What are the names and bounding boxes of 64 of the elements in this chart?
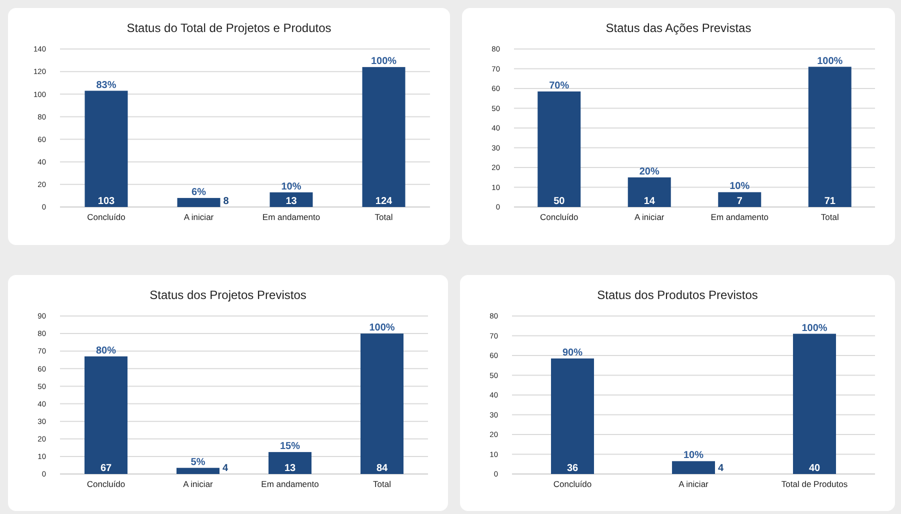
x-tick-label: Concluído [553, 479, 592, 489]
annotation: 4 [222, 463, 228, 474]
annotation: 20% [639, 166, 660, 178]
data-label: 124 [375, 196, 393, 207]
x-tick-label: A iniciar [183, 479, 214, 489]
annotation: 100% [802, 322, 828, 334]
bar [538, 91, 581, 207]
bar [84, 356, 128, 474]
x-tick-label: Concluído [87, 212, 126, 222]
annotation: 70% [549, 80, 570, 92]
bar [672, 461, 715, 474]
bar [360, 334, 404, 474]
bar [84, 90, 128, 207]
x-tick-label: Total [820, 212, 839, 222]
annotation: 80% [96, 345, 116, 356]
x-tick-label: Total [373, 479, 392, 489]
bar [362, 67, 406, 207]
bar [808, 66, 852, 207]
bar [176, 468, 220, 474]
bar [718, 192, 762, 207]
bar [551, 358, 594, 474]
bar [628, 177, 671, 207]
chart-title: Status dos Projetos Previstos [150, 288, 306, 302]
annotation: 5% [190, 456, 206, 468]
annotation: 36 [566, 463, 578, 474]
annotation: 100% [369, 322, 395, 334]
annotation: 50 [554, 196, 566, 207]
x-tick-label: A iniciar [184, 212, 214, 222]
x-tick-label: Concluído [540, 212, 579, 222]
annotation: 100% [370, 56, 397, 68]
data-label: 8 [223, 196, 230, 207]
chart-title: Status das Ações Previstas [606, 21, 752, 35]
annotation: 40 [808, 463, 820, 474]
annotation: 10% [281, 181, 302, 192]
annotation: 100% [817, 56, 843, 67]
x-tick-label: Total de Produtos [781, 479, 848, 489]
annotation: 67 [100, 463, 112, 474]
annotation: 15% [280, 441, 300, 452]
annotation: 13 [284, 463, 296, 474]
chart-title: Status do Total de Projetos e Produtos [126, 21, 332, 35]
data-label: 103 [98, 196, 116, 207]
annotation: 84 [376, 463, 388, 474]
annotation: 90% [562, 347, 583, 358]
x-tick-label: Em andamento [262, 212, 320, 222]
annotation: 6% [192, 186, 206, 198]
data-label: 13 [286, 196, 298, 207]
annotation: 71 [824, 196, 836, 207]
annotation: 7 [736, 196, 743, 207]
x-tick-label: Concluído [86, 479, 126, 489]
chart-title: Status dos Produtos Previstos [597, 288, 758, 302]
annotation: 10% [683, 450, 704, 462]
annotation: 14 [644, 196, 656, 207]
bar [793, 334, 836, 474]
x-tick-label: Em andamento [710, 212, 769, 222]
annotation: 4 [718, 463, 724, 474]
x-tick-label: Em andamento [261, 479, 320, 489]
x-tick-label: A iniciar [634, 212, 664, 222]
annotation: 83% [96, 80, 116, 91]
bar [177, 198, 220, 207]
x-tick-label: Total [374, 212, 393, 222]
bar [270, 192, 313, 207]
bar [268, 452, 312, 474]
annotation: 10% [730, 181, 750, 192]
x-tick-label: A iniciar [678, 479, 709, 489]
